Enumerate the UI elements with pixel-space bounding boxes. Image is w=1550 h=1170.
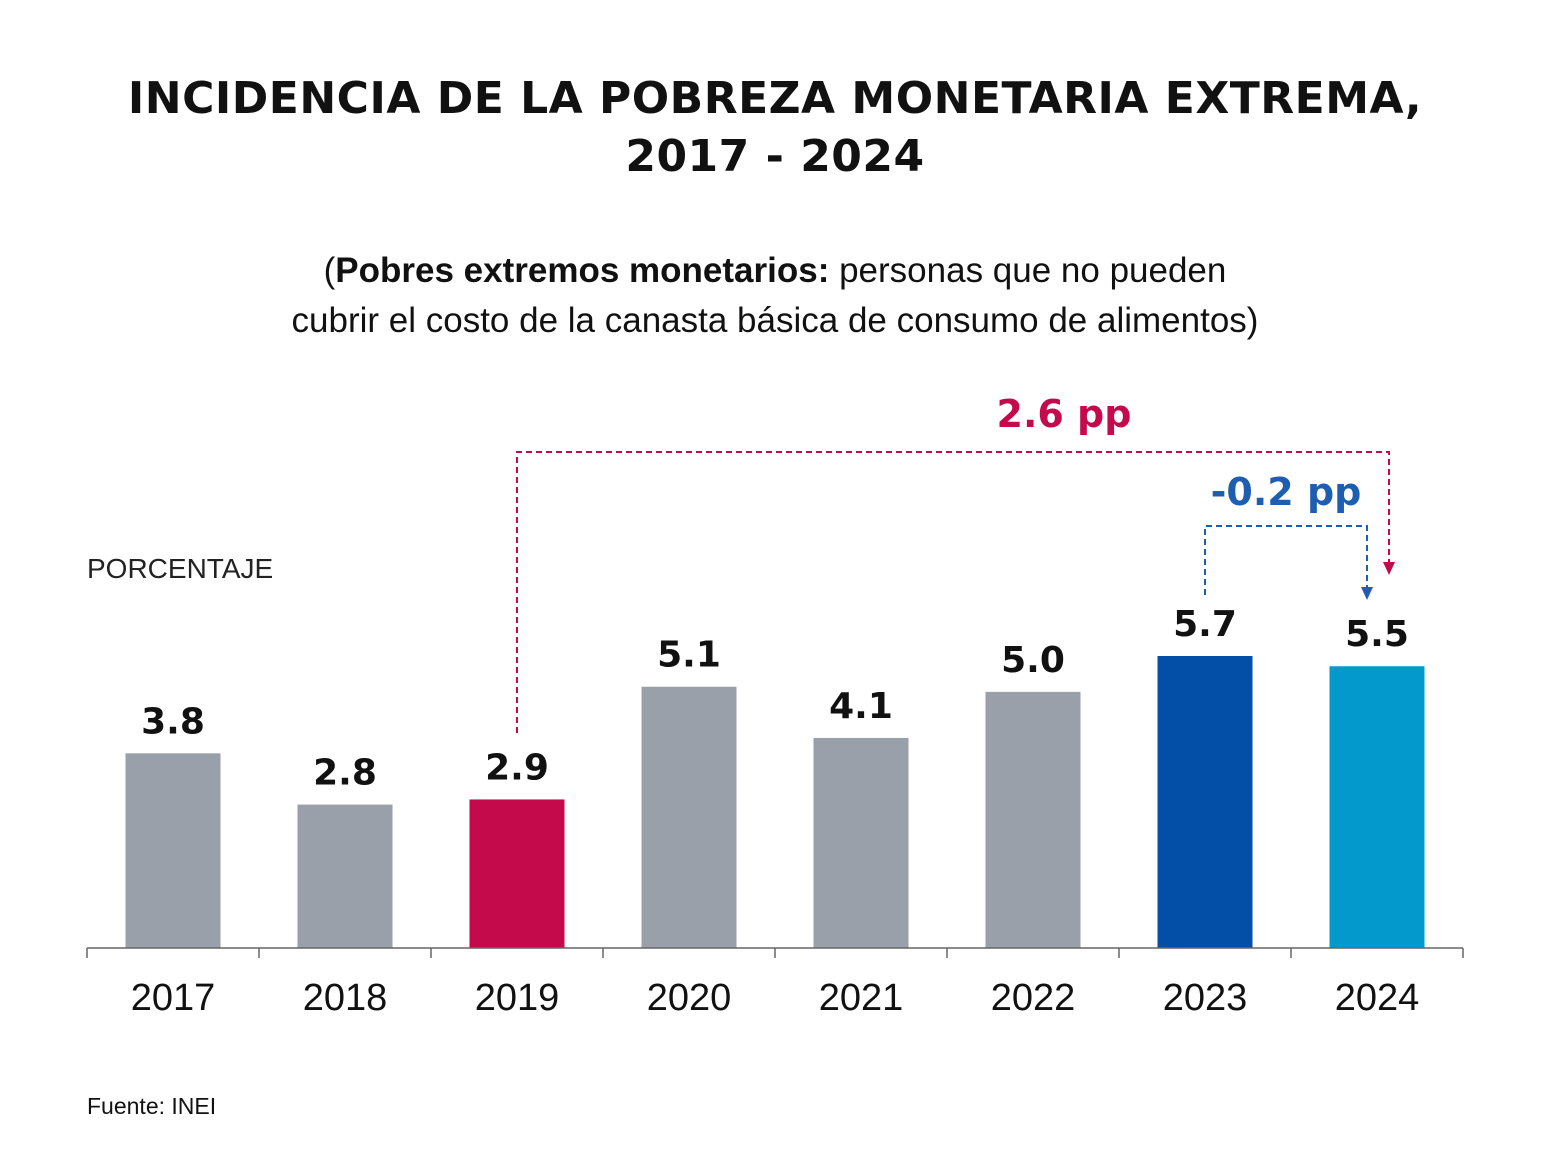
bar-2017 xyxy=(125,753,221,948)
chart-title: INCIDENCIA DE LA POBREZA MONETARIA EXTRE… xyxy=(0,70,1550,186)
annotation-label: 2.6 pp xyxy=(997,392,1132,436)
subtitle-text-1: personas que no pueden xyxy=(829,251,1227,290)
bar-2018 xyxy=(297,804,393,948)
bar-2022 xyxy=(985,691,1081,948)
bar-2020 xyxy=(641,686,737,948)
annotation-2023-2024: -0.2 pp xyxy=(1204,470,1373,600)
subtitle-line-2: cubrir el costo de la canasta básica de … xyxy=(291,301,1259,340)
annotation-label: -0.2 pp xyxy=(1211,470,1362,514)
tick-label-2022: 2022 xyxy=(991,977,1076,1019)
arrow-head-icon xyxy=(1361,587,1373,600)
annotation-connector xyxy=(1204,525,1368,595)
value-label-2020: 5.1 xyxy=(657,635,721,676)
y-axis-label: PORCENTAJE xyxy=(87,553,273,584)
subtitle-open-paren: ( xyxy=(323,251,336,290)
source-note: Fuente: INEI xyxy=(87,1093,217,1119)
x-axis: 2017 2018 2019 2020 2021 2022 2023 2024 xyxy=(86,947,1464,1019)
chart-title-line-1: INCIDENCIA DE LA POBREZA MONETARIA EXTRE… xyxy=(127,73,1423,124)
value-label-2017: 3.8 xyxy=(141,701,205,742)
arrow-head-icon xyxy=(1383,562,1395,575)
subtitle-line-1: (Pobres extremos monetarios: personas qu… xyxy=(0,246,1550,296)
value-label-2018: 2.8 xyxy=(313,753,377,794)
tick-label-2023: 2023 xyxy=(1163,977,1248,1019)
annotation-2019-2024: 2.6 pp xyxy=(516,392,1395,733)
bars-group: 3.8 2.8 2.9 5.1 4.1 5.0 5.7 5.5 xyxy=(125,604,1425,948)
subtitle-bold-term: Pobres extremos monetarios: xyxy=(335,251,830,290)
bar-2023 xyxy=(1157,656,1253,948)
annotation-connector xyxy=(516,451,1390,733)
tick-label-2019: 2019 xyxy=(475,977,560,1019)
tick-label-2017: 2017 xyxy=(131,977,216,1019)
chart-title-line-2: 2017 - 2024 xyxy=(625,131,925,182)
tick-label-2024: 2024 xyxy=(1335,977,1420,1019)
value-label-2023: 5.7 xyxy=(1173,604,1237,645)
tick-label-2021: 2021 xyxy=(819,977,904,1019)
tick-label-2018: 2018 xyxy=(303,977,388,1019)
chart-subtitle: (Pobres extremos monetarios: personas qu… xyxy=(0,246,1550,346)
value-label-2019: 2.9 xyxy=(485,747,549,788)
value-label-2024: 5.5 xyxy=(1345,614,1409,655)
bar-2024 xyxy=(1329,666,1425,948)
bar-2021 xyxy=(813,737,909,948)
tick-label-2020: 2020 xyxy=(647,977,732,1019)
value-label-2022: 5.0 xyxy=(1001,640,1065,681)
value-label-2021: 4.1 xyxy=(829,686,893,727)
bar-2019 xyxy=(469,799,565,948)
